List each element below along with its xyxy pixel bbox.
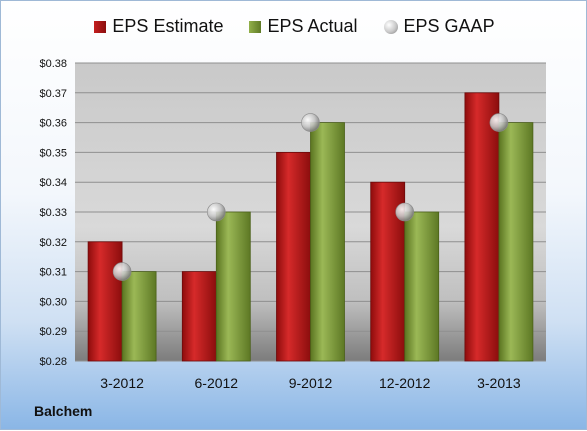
y-tick-label: $0.34 (39, 177, 67, 189)
bars (87, 92, 534, 362)
legend-item-gaap: EPS GAAP (383, 16, 495, 37)
bar-eps-estimate (181, 271, 217, 362)
bar-eps-estimate (276, 151, 311, 362)
y-tick-label: $0.35 (39, 147, 67, 159)
y-tick-label: $0.31 (39, 267, 67, 279)
y-tick-label: $0.28 (39, 356, 67, 368)
legend: EPS Estimate EPS Actual EPS GAAP (1, 16, 587, 37)
bar-eps-estimate (87, 241, 123, 362)
y-tick-label: $0.33 (39, 207, 67, 219)
x-tick-label: 3-2012 (100, 375, 144, 391)
gaap-markers (112, 113, 509, 281)
y-tick-label: $0.30 (39, 296, 67, 308)
bar-eps-estimate (464, 92, 500, 362)
legend-swatch-estimate (94, 20, 107, 33)
legend-label-actual: EPS Actual (267, 16, 358, 36)
y-tick-label: $0.29 (39, 326, 67, 338)
point-eps-gaap (489, 113, 509, 132)
y-tick-label: $0.36 (39, 118, 67, 130)
bar-eps-actual (310, 122, 345, 362)
legend-label-gaap: EPS GAAP (403, 16, 495, 36)
y-tick-label: $0.38 (39, 58, 67, 70)
x-tick-label: 12-2012 (379, 375, 431, 391)
bar-eps-actual (404, 211, 440, 362)
point-eps-gaap (301, 113, 320, 132)
bar-eps-actual (121, 271, 157, 362)
point-eps-gaap (112, 262, 132, 281)
legend-item-estimate: EPS Estimate (94, 16, 223, 37)
x-axis-ticks: 3-2012 6-2012 9-2012 12-2012 3-2013 (100, 375, 521, 391)
company-name: Balchem (34, 403, 93, 419)
y-tick-label: $0.32 (39, 237, 67, 249)
legend-swatch-gaap (383, 19, 398, 34)
x-tick-label: 6-2012 (195, 375, 239, 391)
x-tick-label: 3-2013 (477, 375, 521, 391)
bar-eps-actual (498, 122, 534, 362)
x-tick-label: 9-2012 (289, 375, 333, 391)
legend-swatch-actual (249, 20, 262, 33)
y-axis-ticks: $0.38 $0.37 $0.36 $0.35 $0.34 $0.33 $0.32 $0.31… (39, 58, 67, 368)
bar-eps-actual (215, 211, 251, 362)
y-tick-label: $0.37 (39, 88, 67, 100)
legend-item-actual: EPS Actual (249, 16, 358, 37)
legend-label-estimate: EPS Estimate (112, 16, 224, 36)
point-eps-gaap (207, 202, 226, 222)
point-eps-gaap (395, 202, 415, 222)
